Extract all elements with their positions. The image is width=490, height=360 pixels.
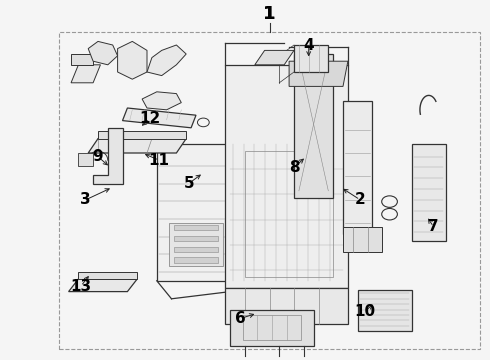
Polygon shape [294, 45, 328, 72]
Polygon shape [225, 288, 348, 324]
Polygon shape [157, 144, 230, 281]
Polygon shape [412, 144, 446, 241]
Polygon shape [174, 225, 218, 230]
Polygon shape [71, 65, 100, 83]
Text: 4: 4 [303, 37, 314, 53]
Polygon shape [118, 41, 147, 79]
Polygon shape [122, 108, 196, 128]
Text: 1: 1 [263, 5, 276, 23]
Polygon shape [147, 45, 186, 76]
Text: 3: 3 [80, 192, 91, 207]
Polygon shape [88, 139, 186, 153]
Polygon shape [343, 101, 372, 234]
Text: 11: 11 [149, 153, 170, 168]
Polygon shape [69, 279, 137, 292]
Polygon shape [294, 54, 333, 198]
Polygon shape [71, 54, 93, 65]
Polygon shape [225, 65, 348, 288]
Text: 6: 6 [235, 311, 245, 326]
Polygon shape [343, 227, 382, 252]
Text: 13: 13 [70, 279, 92, 294]
Polygon shape [174, 236, 218, 241]
Polygon shape [174, 257, 218, 263]
Text: 7: 7 [428, 219, 439, 234]
Polygon shape [142, 92, 181, 110]
Text: 1: 1 [263, 5, 276, 23]
Text: 8: 8 [289, 160, 299, 175]
Text: 10: 10 [354, 304, 376, 319]
Polygon shape [255, 50, 294, 65]
Polygon shape [169, 223, 223, 266]
Polygon shape [78, 153, 93, 166]
Text: 5: 5 [183, 176, 194, 191]
Polygon shape [78, 272, 137, 279]
Polygon shape [93, 128, 122, 184]
Polygon shape [88, 41, 118, 65]
Polygon shape [358, 290, 412, 331]
Text: 9: 9 [93, 149, 103, 164]
Text: 2: 2 [355, 192, 366, 207]
Polygon shape [289, 61, 348, 86]
Text: 12: 12 [139, 111, 160, 126]
Polygon shape [230, 310, 314, 346]
Polygon shape [174, 247, 218, 252]
Polygon shape [98, 131, 186, 139]
